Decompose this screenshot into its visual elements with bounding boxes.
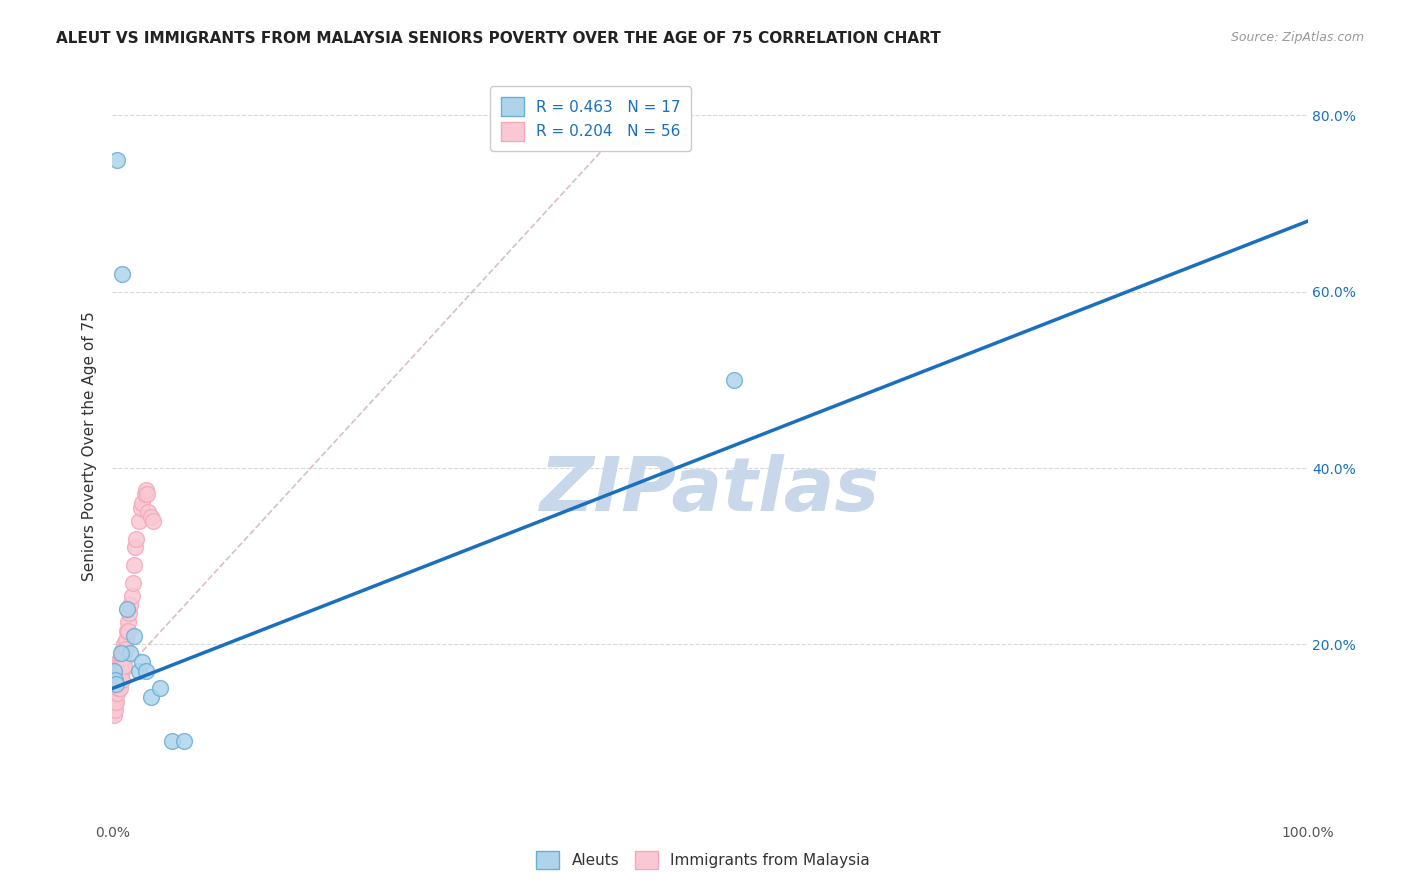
Point: [173, 734, 195, 748]
Point: [111, 655, 134, 669]
Point: [139, 509, 162, 524]
Point: [135, 664, 157, 678]
Point: [111, 267, 134, 281]
Point: [122, 628, 145, 642]
Point: [110, 668, 132, 682]
Point: [117, 615, 139, 630]
Point: [107, 664, 129, 678]
Point: [110, 650, 132, 665]
Point: [105, 659, 128, 673]
Point: [138, 505, 160, 519]
Point: [111, 673, 134, 687]
Point: [117, 624, 139, 639]
Point: [103, 664, 125, 678]
Point: [104, 673, 127, 687]
Point: [162, 734, 183, 748]
Point: [125, 532, 148, 546]
Point: [105, 668, 128, 682]
Point: [105, 686, 128, 700]
Point: [129, 500, 152, 515]
Point: [104, 677, 127, 691]
Point: [128, 514, 150, 528]
Point: [104, 695, 127, 709]
Point: [105, 677, 128, 691]
Point: [108, 655, 131, 669]
Point: [107, 673, 129, 687]
Point: [124, 541, 146, 555]
Point: [103, 707, 125, 722]
Point: [131, 496, 153, 510]
Point: [105, 695, 128, 709]
Point: [107, 655, 129, 669]
Point: [142, 514, 165, 528]
Text: Source: ZipAtlas.com: Source: ZipAtlas.com: [1230, 31, 1364, 45]
Point: [136, 487, 159, 501]
Point: [114, 637, 135, 651]
Point: [111, 664, 134, 678]
Point: [105, 153, 128, 167]
Point: [114, 632, 136, 647]
Point: [104, 703, 127, 717]
Point: [114, 646, 135, 660]
Point: [107, 681, 129, 696]
Point: [104, 686, 127, 700]
Point: [121, 575, 143, 590]
Point: [114, 659, 135, 673]
Point: [135, 483, 157, 497]
Point: [149, 681, 172, 696]
Point: [105, 686, 128, 700]
Legend: R = 0.463   N = 17, R = 0.204   N = 56: R = 0.463 N = 17, R = 0.204 N = 56: [491, 87, 690, 152]
Point: [108, 673, 131, 687]
Point: [121, 589, 143, 603]
Point: [112, 650, 135, 665]
Point: [723, 373, 745, 387]
Point: [122, 558, 145, 572]
Text: ALEUT VS IMMIGRANTS FROM MALAYSIA SENIORS POVERTY OVER THE AGE OF 75 CORRELATION: ALEUT VS IMMIGRANTS FROM MALAYSIA SENIOR…: [56, 31, 941, 46]
Point: [134, 487, 156, 501]
Point: [108, 681, 131, 696]
Point: [108, 664, 131, 678]
Legend: Aleuts, Immigrants from Malaysia: Aleuts, Immigrants from Malaysia: [530, 845, 876, 875]
Point: [111, 646, 134, 660]
Point: [105, 677, 128, 691]
Point: [112, 641, 135, 656]
Point: [114, 641, 136, 656]
Point: [118, 607, 141, 621]
Point: [103, 690, 125, 705]
Point: [131, 655, 153, 669]
Point: [128, 664, 150, 678]
Point: [110, 659, 132, 673]
Point: [120, 646, 142, 660]
Text: ZIPatlas: ZIPatlas: [540, 454, 880, 527]
Y-axis label: Seniors Poverty Over the Age of 75: Seniors Poverty Over the Age of 75: [82, 311, 97, 581]
Point: [115, 602, 138, 616]
Point: [139, 690, 162, 705]
Point: [105, 668, 128, 682]
Point: [103, 699, 125, 714]
Point: [120, 598, 142, 612]
Point: [105, 677, 128, 691]
Point: [110, 646, 132, 660]
Point: [115, 624, 138, 639]
